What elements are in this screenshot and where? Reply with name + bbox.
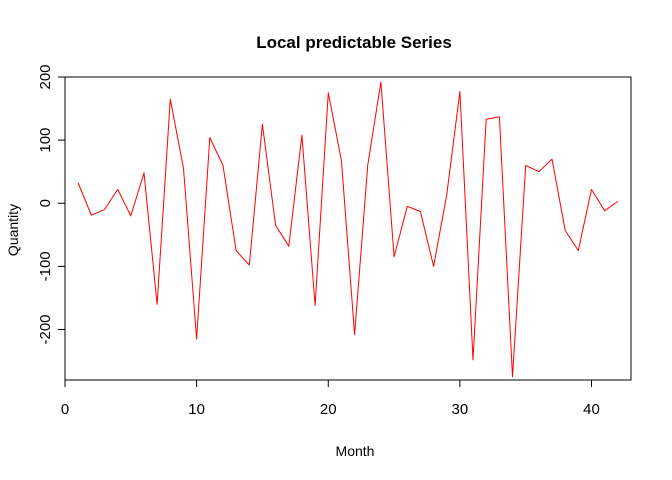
x-axis-label: Month [336, 443, 375, 459]
y-tick-label: 0 [37, 199, 54, 207]
x-tick-label: 40 [583, 401, 600, 418]
series-layer [77, 81, 619, 378]
x-tick-label: 10 [188, 401, 205, 418]
y-tick-label: 200 [37, 64, 54, 89]
y-axis-label: Quantity [5, 204, 21, 256]
x-tick-label: 20 [320, 401, 337, 418]
y-tick-label: -100 [37, 251, 54, 281]
y-tick-label: -200 [37, 314, 54, 344]
plot-area-frame [64, 76, 632, 381]
y-tick-label: 100 [37, 128, 54, 153]
x-tick-label: 0 [61, 401, 69, 418]
chart-title: Local predictable Series [256, 33, 452, 52]
x-axis: 0 10 20 30 40 [61, 380, 600, 418]
y-axis: -200 -100 0 100 200 [37, 64, 65, 345]
x-tick-label: 30 [452, 401, 469, 418]
series-line [77, 81, 619, 378]
